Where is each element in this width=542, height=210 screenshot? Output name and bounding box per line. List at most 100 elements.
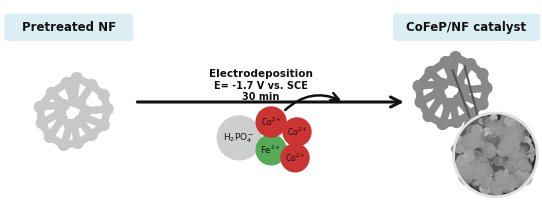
Circle shape — [460, 135, 468, 143]
Circle shape — [413, 81, 424, 92]
Circle shape — [458, 134, 464, 140]
Circle shape — [499, 120, 504, 125]
Circle shape — [456, 152, 465, 160]
Circle shape — [494, 167, 504, 176]
Circle shape — [493, 127, 498, 132]
Circle shape — [465, 171, 468, 174]
Circle shape — [514, 161, 532, 178]
Circle shape — [492, 122, 495, 125]
Circle shape — [487, 151, 493, 156]
Circle shape — [508, 148, 518, 159]
Circle shape — [485, 147, 496, 158]
Circle shape — [504, 127, 512, 135]
Circle shape — [461, 129, 469, 137]
Circle shape — [452, 144, 462, 155]
Circle shape — [464, 164, 470, 170]
Circle shape — [483, 179, 490, 186]
Circle shape — [493, 186, 502, 195]
Circle shape — [498, 169, 505, 176]
Circle shape — [495, 174, 506, 184]
Circle shape — [492, 132, 498, 138]
Circle shape — [487, 151, 497, 161]
Circle shape — [462, 171, 471, 180]
Circle shape — [513, 151, 520, 158]
Circle shape — [467, 125, 479, 138]
Circle shape — [61, 77, 72, 89]
Circle shape — [492, 127, 501, 137]
Circle shape — [501, 143, 514, 156]
Circle shape — [86, 129, 97, 140]
Circle shape — [482, 155, 487, 161]
Circle shape — [464, 174, 473, 183]
Circle shape — [466, 140, 475, 149]
Circle shape — [482, 133, 488, 138]
Circle shape — [508, 173, 520, 186]
Circle shape — [64, 119, 75, 130]
Text: $\mathrm{Fe^{2+}}$: $\mathrm{Fe^{2+}}$ — [261, 144, 282, 156]
Circle shape — [470, 162, 478, 171]
Circle shape — [482, 180, 490, 189]
Circle shape — [56, 100, 67, 110]
Circle shape — [493, 153, 504, 164]
Circle shape — [465, 169, 476, 180]
Circle shape — [520, 173, 532, 185]
Circle shape — [457, 91, 468, 101]
Circle shape — [508, 120, 513, 126]
Circle shape — [479, 130, 484, 135]
Circle shape — [462, 141, 467, 146]
Circle shape — [102, 104, 113, 114]
Circle shape — [514, 143, 518, 146]
Text: $\mathrm{Co^{2+}}$: $\mathrm{Co^{2+}}$ — [285, 152, 305, 164]
Circle shape — [473, 132, 478, 136]
Circle shape — [72, 137, 83, 148]
Circle shape — [473, 151, 478, 156]
Text: $\mathrm{Co^{2+}}$: $\mathrm{Co^{2+}}$ — [287, 126, 307, 138]
Circle shape — [516, 170, 526, 180]
Circle shape — [456, 137, 464, 145]
Circle shape — [469, 152, 476, 159]
Circle shape — [474, 133, 481, 140]
Circle shape — [469, 165, 478, 174]
Circle shape — [475, 175, 482, 182]
Circle shape — [505, 116, 515, 126]
Circle shape — [461, 138, 471, 148]
Circle shape — [499, 144, 507, 152]
Circle shape — [480, 172, 492, 183]
Circle shape — [462, 175, 472, 185]
Circle shape — [508, 134, 513, 139]
Circle shape — [483, 171, 490, 177]
Circle shape — [502, 125, 506, 128]
Circle shape — [518, 180, 523, 185]
Circle shape — [468, 158, 478, 168]
Circle shape — [504, 161, 511, 168]
Circle shape — [486, 133, 496, 143]
Circle shape — [503, 181, 512, 189]
Circle shape — [511, 179, 516, 183]
Circle shape — [477, 98, 488, 109]
Circle shape — [36, 117, 47, 129]
Circle shape — [470, 133, 475, 137]
Circle shape — [521, 143, 530, 152]
Circle shape — [480, 186, 485, 191]
Circle shape — [462, 128, 473, 139]
Circle shape — [493, 161, 505, 173]
Circle shape — [454, 148, 463, 158]
Text: Electrodeposition: Electrodeposition — [209, 69, 313, 79]
Circle shape — [461, 174, 468, 181]
Circle shape — [498, 142, 509, 153]
Text: $\mathrm{Co^{2+}}$: $\mathrm{Co^{2+}}$ — [261, 116, 281, 128]
Circle shape — [455, 151, 461, 158]
Circle shape — [498, 169, 502, 173]
Circle shape — [466, 154, 473, 160]
Circle shape — [482, 128, 492, 138]
Circle shape — [59, 139, 69, 150]
Circle shape — [496, 120, 505, 129]
Circle shape — [521, 167, 525, 170]
Circle shape — [515, 150, 522, 157]
Circle shape — [488, 148, 499, 159]
Circle shape — [520, 136, 530, 146]
Circle shape — [469, 137, 479, 147]
Circle shape — [517, 180, 525, 188]
Circle shape — [492, 143, 501, 152]
Circle shape — [467, 179, 470, 183]
